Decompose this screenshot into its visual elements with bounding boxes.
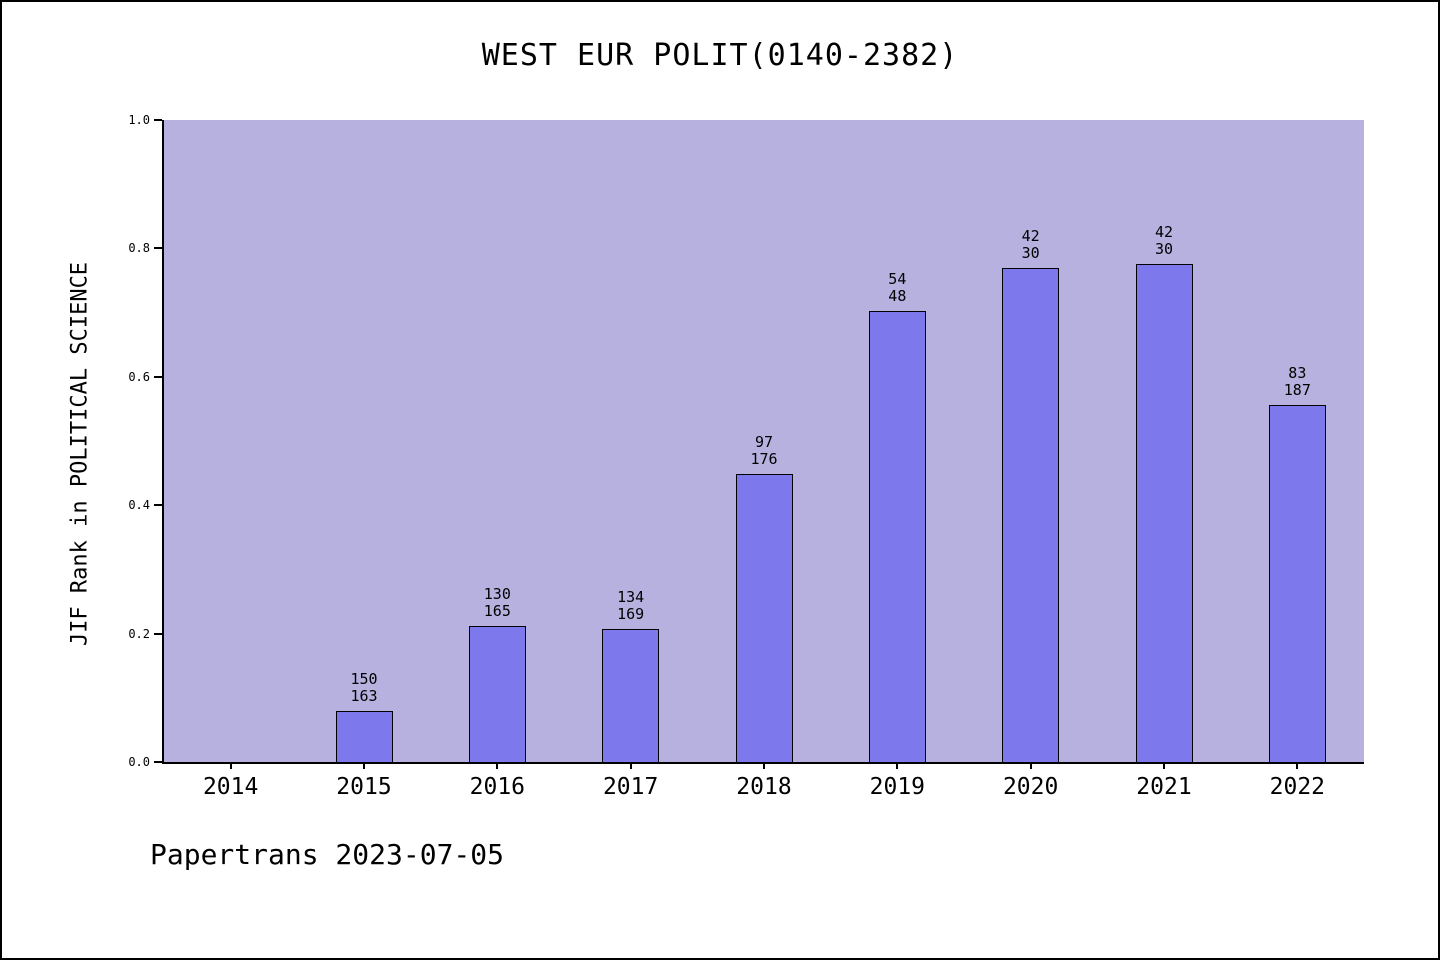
x-tick-label: 2020: [1002, 774, 1059, 800]
x-tick-mark: [896, 762, 899, 769]
bar-2016: [469, 626, 526, 762]
bar-2022: [1269, 405, 1326, 762]
bar-value-label-2018: 97 176: [750, 432, 778, 468]
bar-2015: [336, 711, 393, 762]
x-tick-mark: [629, 762, 632, 769]
bar-value-label-2019: 54 48: [888, 269, 907, 305]
bar-value-label-2017: 134 169: [617, 587, 645, 623]
x-tick-mark: [363, 762, 365, 769]
bar-2021: [1136, 264, 1193, 762]
y-axis-title: JIF Rank in POLITICAL SCIENCE: [67, 261, 93, 647]
y-tick-mark: [154, 119, 162, 121]
y-tick-label: 0.0: [128, 755, 150, 769]
y-tick-label: 0.8: [128, 241, 150, 256]
x-tick-label: 2019: [869, 774, 926, 800]
plot-area: 2014 2015 2016 2017 2018 2019 2020 2021 2022 0.0 0…: [128, 113, 1364, 800]
x-tick-label: 2021: [1136, 774, 1192, 800]
bar-value-label-2022: 83 187: [1283, 363, 1311, 399]
y-tick-mark: [154, 504, 162, 507]
bar-value-label-2015: 150 163: [350, 669, 378, 705]
y-tick-label: 0.6: [128, 369, 150, 384]
x-tick-label: 2014: [202, 774, 259, 800]
x-tick-label: 2022: [1269, 774, 1326, 800]
y-tick-mark: [154, 761, 162, 763]
y-tick-mark: [154, 247, 162, 250]
chart-title: WEST EUR POLIT(0140-2382): [481, 38, 959, 73]
bar-value-label-2016: 130 165: [483, 584, 511, 620]
x-tick-mark: [1296, 762, 1299, 769]
x-tick-mark: [1029, 762, 1032, 769]
bar-value-label-2020: 42 30: [1021, 226, 1040, 262]
bar-2018: [736, 474, 793, 762]
x-tick-mark: [1163, 762, 1165, 769]
x-tick-label: 2017: [602, 774, 659, 800]
x-tick-label: 2016: [469, 774, 526, 800]
x-tick-label: 2015: [336, 774, 392, 800]
footer-text: Papertrans 2023-07-05: [150, 838, 505, 871]
x-tick-label: 2018: [736, 774, 792, 800]
x-tick-mark: [763, 762, 765, 769]
bar-2019: [869, 311, 926, 762]
x-tick-mark: [496, 762, 499, 769]
bar-2017: [602, 629, 659, 762]
y-tick-label: 1.0: [128, 113, 150, 127]
bar-2020: [1002, 268, 1059, 762]
bar-value-label-2021: 42 30: [1154, 222, 1174, 258]
y-tick-label: 0.2: [128, 626, 150, 641]
y-tick-mark: [154, 632, 162, 635]
x-tick-mark: [229, 762, 232, 769]
y-tick-label: 0.4: [128, 498, 150, 513]
y-tick-mark: [154, 375, 162, 378]
